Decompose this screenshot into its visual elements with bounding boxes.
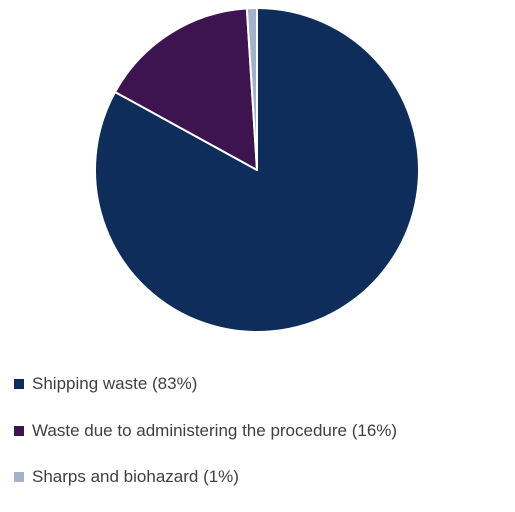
legend-swatch-administering-waste: [14, 425, 24, 436]
pie-slice-administering-waste: [114, 7, 258, 171]
pie-chart: [94, 7, 421, 333]
legend-label-administering-waste: Waste due to administering the procedure…: [32, 420, 398, 440]
legend-item-administering-waste: Waste due to administering the procedure…: [14, 419, 509, 443]
chart-legend: Shipping waste (83%) Waste due to admini…: [14, 372, 509, 512]
pie-slice-sharps-biohazard: [245, 7, 258, 171]
legend-swatch-sharps-biohazard: [14, 472, 24, 482]
pie-slices: [94, 7, 421, 333]
legend-swatch-shipping-waste: [14, 379, 24, 389]
legend-item-shipping-waste: Shipping waste (83%): [14, 372, 509, 396]
legend-label-shipping-waste: Shipping waste (83%): [32, 374, 198, 393]
legend-item-sharps-biohazard: Sharps and biohazard (1%): [14, 465, 509, 489]
legend-label-sharps-biohazard: Sharps and biohazard (1%): [32, 467, 239, 486]
